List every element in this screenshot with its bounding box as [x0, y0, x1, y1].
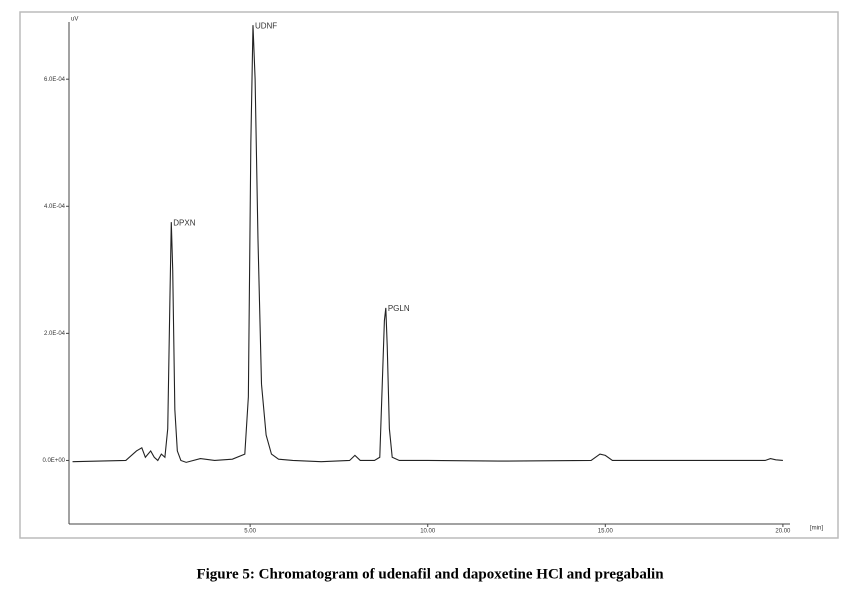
y-axis-label: uV [71, 17, 78, 23]
chromatogram-line [72, 25, 783, 463]
x-tick-label: 15.00 [598, 529, 614, 535]
figure-frame [19, 11, 839, 539]
peak-label: UDNF [255, 21, 277, 30]
caption: Figure 5: Chromatogram of udenafil and d… [196, 566, 664, 582]
peak-label: DPXN [173, 218, 195, 227]
y-tick-label: 4.0E-04 [44, 204, 66, 210]
y-tick-label: 0.0E+00 [42, 458, 65, 464]
y-tick-label: 6.0E-04 [44, 77, 66, 83]
y-tick-label: 2.0E-04 [44, 331, 66, 337]
x-axis-label: [min] [810, 526, 823, 532]
x-tick-label: 10.00 [420, 529, 436, 535]
peak-label: PGLN [388, 304, 410, 313]
x-tick-label: 20.00 [775, 529, 791, 535]
x-tick-label: 5.00 [244, 529, 256, 535]
